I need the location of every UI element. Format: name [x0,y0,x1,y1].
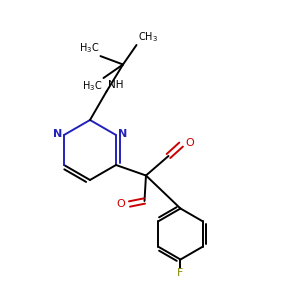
Text: O: O [117,199,126,209]
Text: H$_3$C: H$_3$C [79,41,99,55]
Text: N: N [53,129,62,140]
Text: CH$_3$: CH$_3$ [138,30,158,44]
Text: NH: NH [108,80,124,90]
Text: N: N [118,129,127,140]
Text: F: F [177,268,184,278]
Text: O: O [185,138,194,148]
Text: H$_3$C: H$_3$C [82,80,102,93]
